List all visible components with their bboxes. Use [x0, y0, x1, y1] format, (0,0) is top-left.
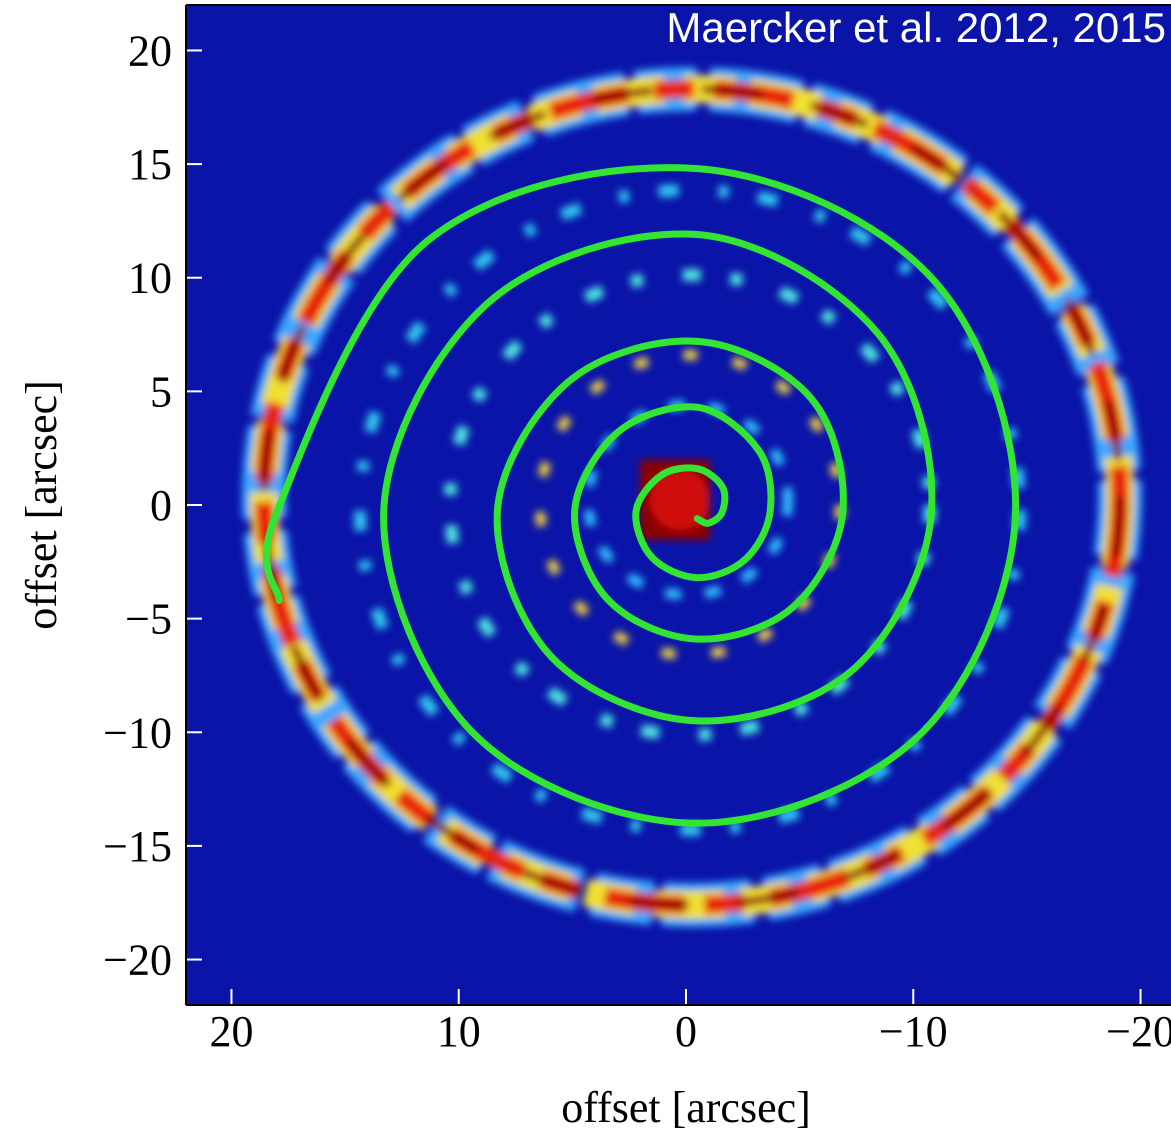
y-tick-label: 5: [150, 367, 172, 416]
plot-area: [186, 5, 1171, 1005]
x-tick-label: 0: [675, 1007, 697, 1056]
y-tick-label: −20: [103, 936, 172, 985]
axis-layer: 20 10 0 −10 −20 20 15 10 5 0 −5 −10 −15 −20: [103, 26, 1171, 1056]
y-axis-label: offset [arcsec]: [17, 380, 66, 630]
y-tick-label: 0: [150, 481, 172, 530]
spiral-line: [263, 164, 1020, 827]
x-tick-label: 10: [437, 1007, 481, 1056]
y-tick-label: −5: [125, 595, 172, 644]
y-tick-label: 10: [128, 254, 172, 303]
data-layer: [263, 164, 1020, 827]
chart-title: Maercker et al. 2012, 2015: [666, 4, 1166, 51]
x-tick-label: −10: [879, 1007, 948, 1056]
x-axis-label: offset [arcsec]: [561, 1083, 811, 1132]
y-tick-label: 20: [128, 26, 172, 75]
y-tick-label: 15: [128, 140, 172, 189]
y-tick-label: −10: [103, 708, 172, 757]
x-tick-label: −20: [1106, 1007, 1171, 1056]
y-tick-label: −15: [103, 822, 172, 871]
x-tick-label: 20: [209, 1007, 253, 1056]
emission-image: [242, 67, 1142, 927]
